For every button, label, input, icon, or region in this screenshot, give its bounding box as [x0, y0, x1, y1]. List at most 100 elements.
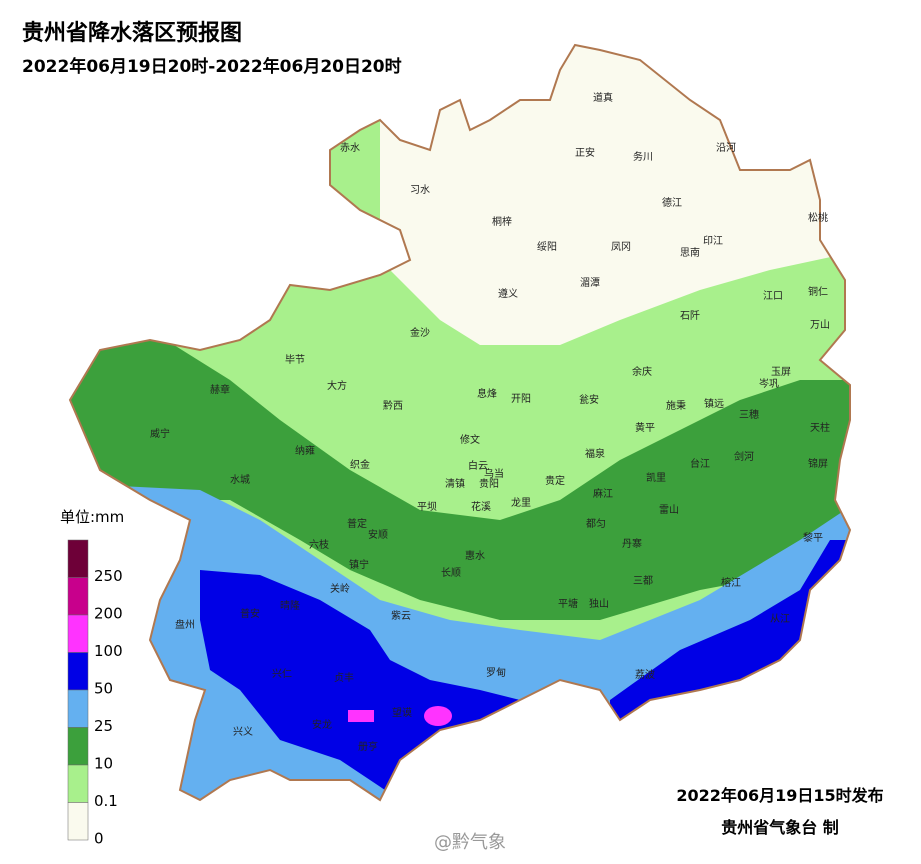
- province-border: [68, 43, 852, 802]
- county-label: 镇远: [704, 397, 724, 410]
- county-label: 赫章: [210, 383, 230, 396]
- county-label: 册亨: [358, 740, 378, 753]
- county-label: 罗甸: [486, 666, 506, 679]
- county-label: 沿河: [716, 142, 736, 154]
- county-label: 湄潭: [580, 277, 600, 289]
- legend-label: 250: [94, 567, 123, 585]
- county-label: 荔波: [635, 668, 655, 681]
- county-label: 江口: [763, 290, 783, 302]
- county-label: 贵阳: [479, 477, 499, 490]
- legend-swatch: [67, 652, 89, 691]
- county-label: 瓮安: [579, 393, 599, 406]
- county-label: 习水: [410, 184, 430, 196]
- legend-swatch: [67, 577, 89, 616]
- county-label: 石阡: [680, 310, 700, 322]
- legend-label: 200: [94, 605, 123, 623]
- county-label: 麻江: [593, 487, 613, 500]
- county-label: 丹寨: [622, 537, 642, 550]
- county-label: 毕节: [285, 353, 305, 366]
- county-label: 黔西: [383, 399, 403, 412]
- county-label: 花溪: [471, 500, 491, 513]
- legend-label: 50: [94, 680, 113, 698]
- county-label: 安龙: [312, 718, 332, 731]
- title: 贵州省降水落区预报图: [22, 21, 242, 46]
- county-label: 修文: [460, 433, 480, 446]
- county-label: 黄平: [635, 421, 655, 434]
- county-label: 威宁: [150, 427, 170, 440]
- legend-label: 0.1: [94, 792, 118, 810]
- county-label: 盘州: [175, 618, 195, 631]
- county-label: 独山: [589, 597, 609, 610]
- county-label: 玉屏: [771, 366, 791, 378]
- legend-swatch: [67, 764, 89, 803]
- county-label: 水城: [230, 474, 250, 486]
- county-label: 凤冈: [611, 241, 631, 253]
- county-label: 清镇: [445, 477, 465, 490]
- county-label: 六枝: [309, 538, 329, 551]
- county-label: 大方: [327, 379, 347, 392]
- county-label: 望谟: [392, 706, 412, 719]
- legend-label: 100: [94, 642, 123, 660]
- subtitle: 2022年06月19日20时-2022年06月20日20时: [22, 56, 402, 77]
- legend-swatch: [67, 689, 89, 728]
- county-label: 紫云: [391, 610, 411, 622]
- county-label: 天柱: [810, 421, 830, 434]
- county-label: 开阳: [511, 393, 531, 405]
- county-label: 务川: [633, 150, 653, 163]
- county-label: 锦屏: [808, 457, 828, 470]
- county-label: 绥阳: [537, 241, 557, 253]
- county-label: 都匀: [586, 518, 606, 530]
- county-label: 万山: [810, 319, 830, 331]
- county-label: 三都: [633, 575, 653, 587]
- county-label: 兴义: [233, 726, 253, 738]
- county-label: 从江: [770, 613, 790, 625]
- county-label: 平坝: [417, 501, 437, 513]
- legend-swatch: [67, 727, 89, 766]
- legend-label: 25: [94, 717, 113, 735]
- county-label: 台江: [690, 457, 710, 470]
- county-label: 剑河: [734, 450, 754, 463]
- legend-swatch: [67, 802, 89, 841]
- county-label: 思南: [680, 246, 700, 259]
- county-label: 正安: [575, 146, 595, 159]
- county-label: 贵定: [545, 474, 565, 487]
- agency: 贵州省气象台 制: [721, 818, 839, 837]
- legend-swatch: [67, 614, 89, 653]
- county-label: 德江: [662, 196, 682, 209]
- legend-unit: 单位:mm: [60, 508, 124, 526]
- watermark: @黔气象: [434, 832, 506, 853]
- county-label: 余庆: [632, 365, 652, 378]
- legend-label: 10: [94, 755, 113, 773]
- county-label: 龙里: [511, 496, 531, 509]
- county-label: 赤水: [340, 142, 360, 154]
- county-label: 桐梓: [492, 215, 512, 228]
- county-label: 道真: [593, 91, 613, 104]
- county-label: 安顺: [368, 528, 388, 541]
- county-label: 关岭: [330, 582, 350, 595]
- county-label: 印江: [703, 235, 723, 247]
- county-label: 长顺: [441, 567, 461, 579]
- county-label: 普安: [240, 607, 260, 620]
- county-label: 纳雍: [295, 444, 315, 457]
- county-label: 施秉: [666, 399, 686, 412]
- county-label: 福泉: [585, 447, 605, 460]
- county-label: 白云: [468, 459, 488, 472]
- county-label: 凯里: [646, 471, 666, 484]
- legend-swatch: [67, 539, 89, 578]
- county-label: 铜仁: [808, 286, 828, 298]
- county-label: 岑巩: [759, 378, 779, 390]
- legend-label: 0: [94, 830, 104, 848]
- county-label: 三穗: [739, 408, 759, 421]
- county-label: 平塘: [558, 597, 578, 610]
- county-label: 贞丰: [334, 671, 354, 684]
- county-label: 晴隆: [280, 599, 300, 612]
- county-label: 遵义: [498, 287, 518, 300]
- county-label: 息烽: [477, 387, 497, 400]
- county-label: 镇宁: [349, 558, 369, 571]
- county-label: 惠水: [465, 549, 485, 562]
- county-label: 榕江: [721, 576, 741, 589]
- county-label: 雷山: [659, 504, 679, 516]
- county-label: 黎平: [803, 531, 823, 544]
